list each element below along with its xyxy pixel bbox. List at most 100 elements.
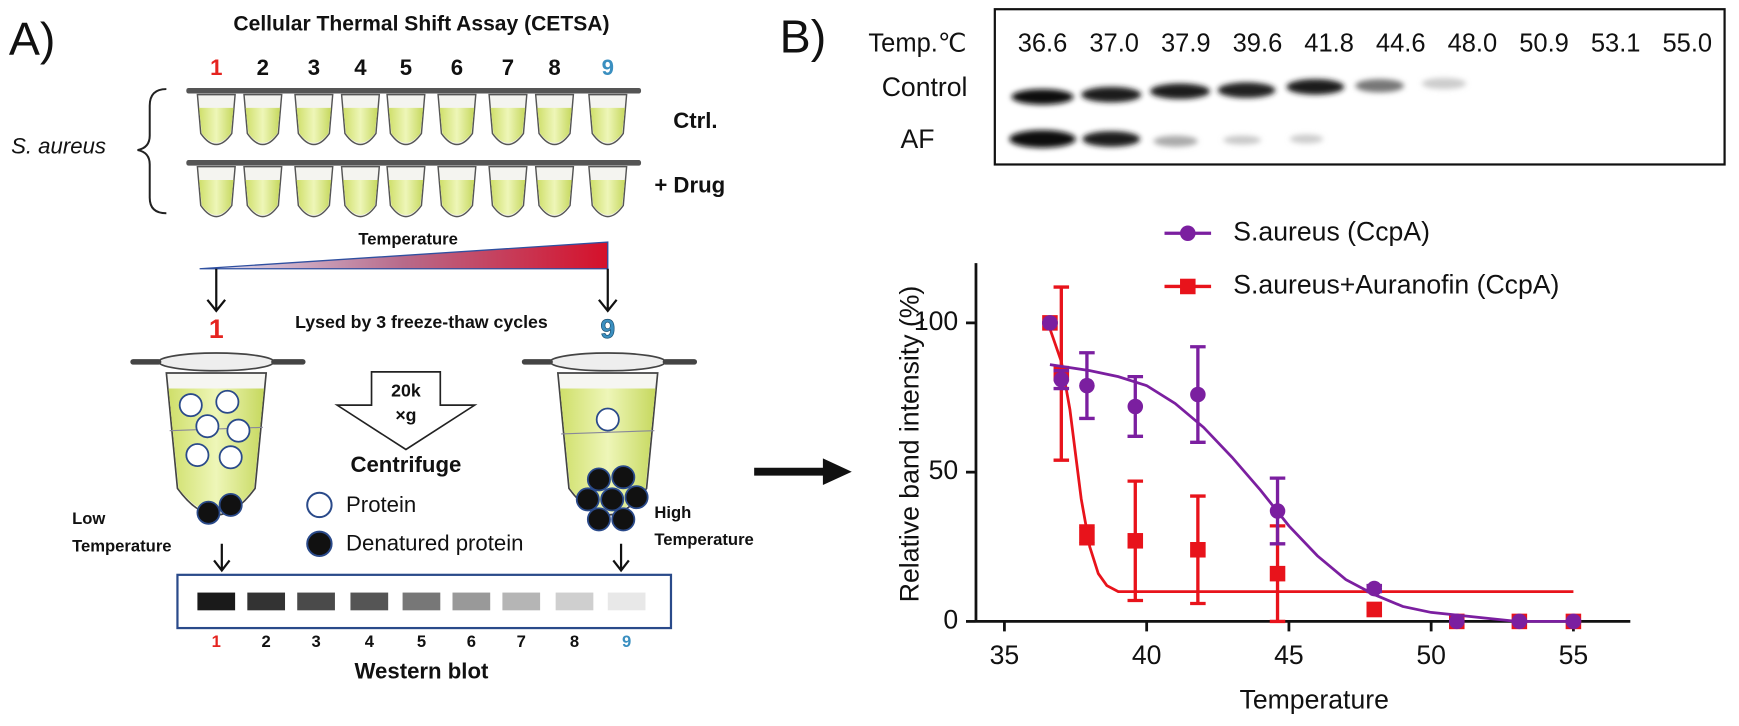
arrow	[206, 268, 618, 313]
blot-number: 1	[212, 632, 221, 651]
tube-liquid	[199, 180, 234, 215]
centrifuge-label: Centrifuge	[350, 452, 461, 477]
blot-row-label: Control	[882, 72, 968, 102]
temperature-label: 55.0	[1662, 29, 1712, 57]
tube-liquid	[388, 180, 424, 215]
data-point	[1366, 580, 1383, 597]
tube-liquid	[490, 180, 526, 215]
blot-header: Temp.℃	[868, 29, 966, 57]
arrow	[213, 543, 630, 573]
blot-row-label: AF	[901, 124, 935, 154]
x-tick-label: 45	[1274, 640, 1304, 670]
band	[1217, 82, 1276, 98]
low-label: Low	[72, 509, 105, 528]
blot-number: 4	[365, 632, 375, 651]
legend-marker	[1180, 225, 1196, 242]
tube-liquid	[537, 180, 572, 215]
tube-strip	[186, 87, 642, 94]
tube-liquid	[439, 107, 475, 143]
blot-number: 6	[467, 632, 476, 651]
tube-liquid	[590, 180, 625, 215]
data-point	[1127, 398, 1144, 415]
tube-number: 3	[308, 55, 320, 80]
denatured-protein	[611, 507, 636, 532]
denatured-protein	[586, 507, 611, 532]
temperature-label: 37.0	[1089, 29, 1139, 57]
tube-number: 2	[257, 55, 269, 80]
high-label: High	[654, 503, 691, 522]
temperature-label: 36.6	[1018, 29, 1068, 57]
tube-liquid	[388, 107, 424, 143]
legend-label: S.aureus (CcpA)	[1233, 216, 1430, 246]
high-label: Temperature	[654, 530, 753, 549]
data-point	[1053, 371, 1070, 388]
y-tick-label: 0	[943, 604, 958, 634]
data-point	[1127, 533, 1144, 549]
y-tick-label: 50	[929, 455, 959, 485]
tube-liquid	[439, 180, 475, 215]
panel-label: B)	[780, 11, 827, 63]
organism-label: S. aureus	[11, 134, 106, 159]
brace	[137, 88, 167, 215]
band	[1081, 86, 1142, 103]
temperature-label: 48.0	[1448, 29, 1498, 57]
x-axis-label: Temperature	[1240, 684, 1389, 714]
tube-liquid	[490, 107, 526, 143]
row-label: + Drug	[654, 173, 725, 198]
band	[1150, 83, 1210, 100]
band	[1009, 130, 1076, 148]
protein	[178, 393, 203, 418]
tube-number: 1	[210, 55, 222, 80]
x-tick-label: 55	[1559, 640, 1589, 670]
blot-band	[452, 592, 491, 611]
denatured-protein	[611, 465, 636, 490]
legend-symbol	[306, 530, 333, 557]
tube-lid	[157, 352, 275, 372]
blot-band	[555, 592, 594, 611]
tube-number: 9	[602, 55, 614, 80]
temperature-label: 39.6	[1233, 29, 1283, 57]
data-point	[1511, 613, 1528, 630]
tube-number: 9	[600, 314, 615, 344]
band	[1289, 134, 1324, 144]
blot-number: 2	[262, 632, 271, 651]
temperature-label: 44.6	[1376, 29, 1426, 57]
data-point	[1190, 542, 1206, 558]
band	[1082, 131, 1141, 147]
blot-number: 3	[311, 632, 320, 651]
force-label: 20k	[391, 381, 421, 401]
protein	[218, 445, 243, 470]
fit-curve	[1049, 363, 1574, 623]
fit-curve	[1048, 328, 1574, 593]
x-tick-label: 40	[1132, 640, 1162, 670]
blot-title: Western blot	[355, 658, 489, 683]
force-label: ×g	[395, 405, 416, 425]
blot-number: 5	[417, 632, 426, 651]
protein	[215, 389, 240, 414]
big-arrow-head	[822, 458, 852, 485]
gradient-label: Temperature	[358, 229, 457, 248]
tube-liquid	[343, 107, 378, 143]
protein	[226, 418, 251, 443]
lysis-label: Lysed by 3 freeze-thaw cycles	[295, 312, 548, 332]
tube-strip	[186, 160, 642, 166]
tube-liquid	[296, 180, 332, 215]
blot-number: 7	[517, 632, 526, 651]
tube-liquid	[343, 180, 378, 215]
blot-band	[297, 592, 335, 611]
data-point	[1449, 613, 1465, 630]
tube-liquid	[537, 107, 572, 143]
data-point	[1190, 386, 1206, 403]
x-tick-label: 50	[1416, 640, 1446, 670]
temperature-label: 41.8	[1304, 29, 1354, 57]
band	[1011, 89, 1074, 105]
blot-band	[502, 592, 541, 611]
chart: 35 40 45 50 55 0 50 100 Temperature Relative band…	[895, 216, 1631, 714]
data-point	[1366, 601, 1383, 618]
data-point	[1565, 613, 1582, 630]
protein	[195, 414, 220, 439]
tube-number: 4	[354, 55, 367, 80]
tube-number: 6	[451, 55, 463, 80]
data-point	[1079, 377, 1095, 394]
